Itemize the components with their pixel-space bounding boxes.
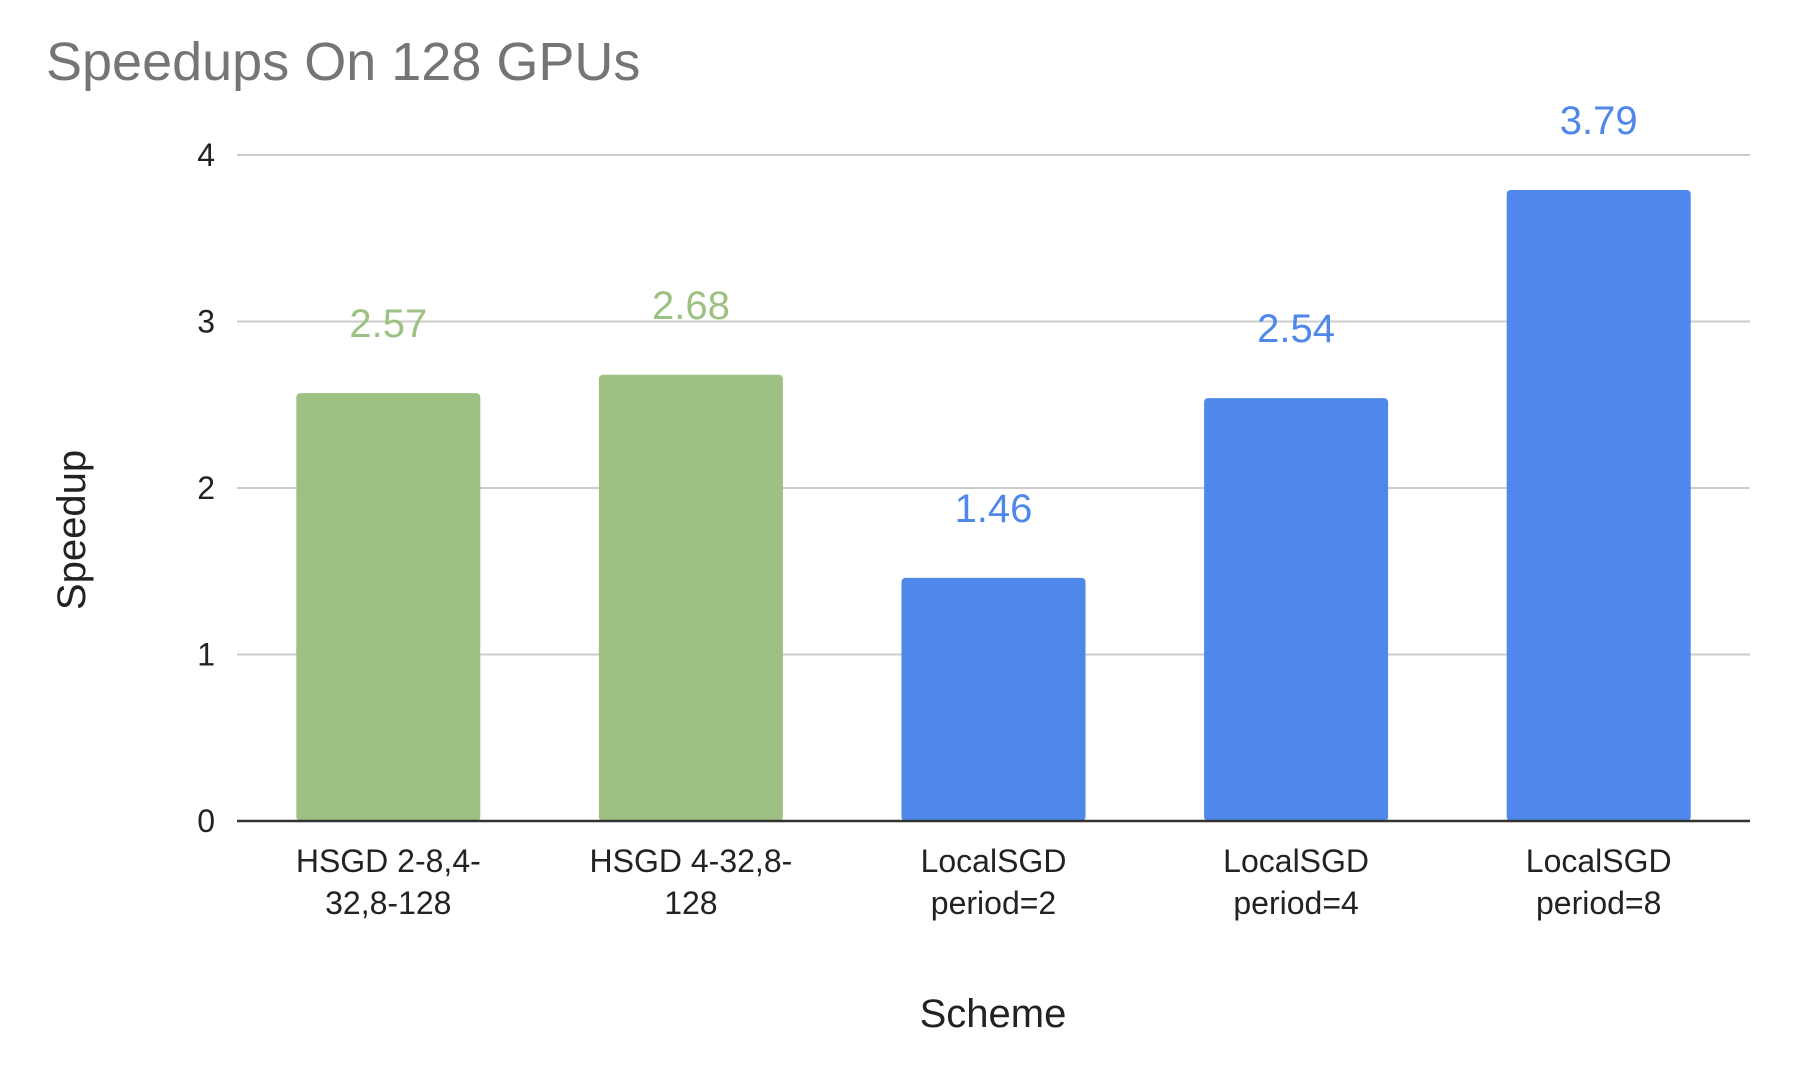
y-tick-label: 4 xyxy=(197,137,215,173)
data-label: 3.79 xyxy=(1560,99,1638,143)
category-label: period=8 xyxy=(1536,885,1661,921)
category-label: LocalSGD xyxy=(1526,843,1672,879)
y-tick-labels: 0 1 2 3 4 xyxy=(197,137,215,839)
bar xyxy=(296,393,481,821)
y-tick-label: 2 xyxy=(197,470,215,506)
category-label: HSGD 4-32,8- xyxy=(590,843,793,879)
category-label: period=2 xyxy=(931,885,1056,921)
chart-title: Speedups On 128 GPUs xyxy=(46,32,640,92)
data-label: 2.54 xyxy=(1257,307,1335,351)
bar xyxy=(901,577,1086,821)
gridlines xyxy=(237,154,1750,656)
category-labels: HSGD 2-8,4- 32,8-128 HSGD 4-32,8- 128 LocalS… xyxy=(296,843,1672,921)
data-label: 2.68 xyxy=(652,284,730,328)
data-labels: 2.57 2.68 1.46 2.54 3.79 xyxy=(349,99,1637,531)
category-label: HSGD 2-8,4- xyxy=(296,843,481,879)
y-axis-title: Speedup xyxy=(50,450,94,610)
category-label: LocalSGD xyxy=(1223,843,1369,879)
bar xyxy=(1204,398,1389,821)
category-label: 128 xyxy=(664,885,717,921)
y-tick-label: 3 xyxy=(197,304,215,340)
y-tick-label: 1 xyxy=(197,637,215,673)
category-label: period=4 xyxy=(1233,885,1358,921)
data-label: 2.57 xyxy=(349,302,427,346)
category-label: 32,8-128 xyxy=(325,885,451,921)
category-label: LocalSGD xyxy=(921,843,1067,879)
bar xyxy=(598,374,783,821)
x-axis-title: Scheme xyxy=(920,992,1067,1036)
bars xyxy=(296,189,1691,822)
y-tick-label: 0 xyxy=(197,803,215,839)
bar xyxy=(1506,189,1691,822)
data-label: 1.46 xyxy=(955,487,1033,531)
